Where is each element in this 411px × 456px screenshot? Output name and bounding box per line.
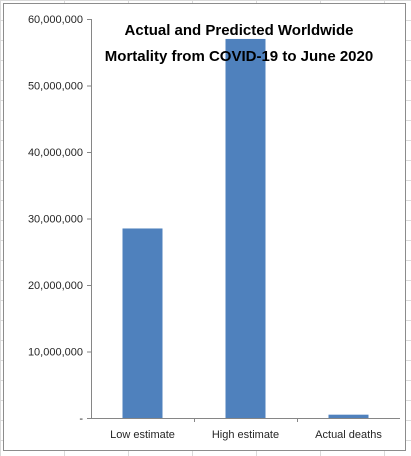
chart-area[interactable] — [3, 3, 406, 451]
y-tick-label: 40,000,000 — [28, 147, 83, 159]
y-tick-label: 30,000,000 — [28, 214, 83, 226]
y-tick-label: 60,000,000 — [28, 14, 83, 26]
y-tick-label: 10,000,000 — [28, 347, 83, 359]
chart-title: Actual and Predicted Worldwide Mortality… — [105, 22, 373, 65]
y-tick-label: 20,000,000 — [28, 280, 83, 292]
chart-title-line-1: Actual and Predicted Worldwide — [125, 22, 354, 39]
x-category-label: Actual deaths — [315, 429, 382, 441]
y-axis: - 10,000,000 20,000,000 30,000,000 40,000,00… — [28, 14, 92, 425]
bar-chart: - 10,000,000 20,000,000 30,000,000 40,000,00… — [28, 14, 400, 441]
bar-low-estimate[interactable] — [122, 228, 163, 418]
chart-title-line-2: Mortality from COVID-19 to June 2020 — [105, 48, 373, 65]
bar-high-estimate[interactable] — [225, 38, 266, 418]
x-axis: Low estimate High estimate Actual deaths — [91, 418, 400, 441]
x-category-label: High estimate — [212, 429, 279, 441]
bar-actual-deaths[interactable] — [328, 414, 369, 418]
y-tick-label: 50,000,000 — [28, 81, 83, 93]
x-category-label: Low estimate — [110, 429, 175, 441]
bars — [122, 38, 369, 418]
y-tick-label: - — [79, 413, 83, 425]
